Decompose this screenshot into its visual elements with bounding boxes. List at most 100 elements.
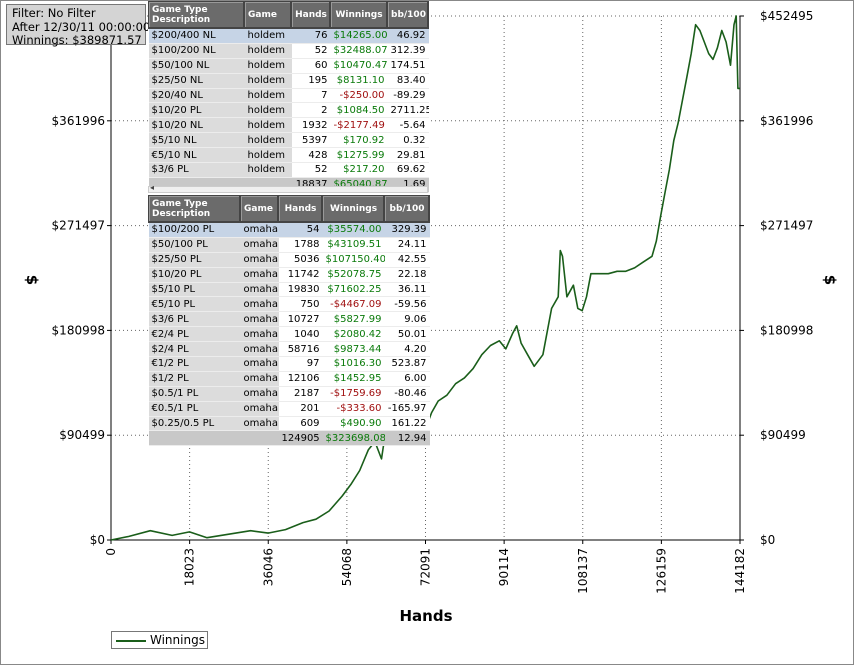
filter-info-box: Filter: No Filter After 12/30/11 00:00:0… (6, 4, 151, 47)
table-cell: 201 (278, 401, 323, 417)
scroll-left-icon[interactable]: ◂ (150, 183, 155, 192)
column-header[interactable]: Game Type Description (148, 1, 245, 29)
table-row[interactable]: €1/2 PL omaha 97 $1016.30 523.87 (148, 356, 430, 372)
table-row[interactable]: $100/200 PL omaha 54 $35574.00 329.39 (148, 222, 430, 238)
y-tick-label-left: $90499 (59, 428, 105, 442)
table-cell: 24.11 (384, 237, 430, 253)
table-cell: omaha (240, 341, 279, 358)
table-cell: 97 (278, 356, 323, 372)
table-cell: $2080.42 (322, 326, 385, 343)
table-row[interactable]: $5/10 PL omaha 19830 $71602.25 36.11 (148, 282, 430, 298)
table-cell: $100/200 PL (148, 222, 241, 238)
table-cell: $3/6 PL (148, 311, 241, 328)
table-totals-row[interactable]: 124905 $323698.08 12.94 (148, 430, 430, 447)
y-tick-label-right: $271497 (760, 219, 813, 233)
table-row[interactable]: $3/6 PL holdem 52 $217.20 69.62 (148, 162, 429, 178)
table-row[interactable]: $10/20 NL holdem 1932 -$2177.49 -5.64 (148, 117, 429, 134)
table-cell: $2/4 PL (148, 341, 241, 358)
table-cell: $10/20 PL (148, 267, 241, 283)
column-header[interactable]: bb/100 (387, 1, 429, 29)
table-cell: holdem (244, 28, 292, 44)
table-row[interactable]: $0.25/0.5 PL omaha 609 $490.90 161.22 (148, 416, 430, 432)
column-header[interactable]: Hands (278, 195, 323, 223)
legend-label: Winnings (150, 633, 205, 647)
table-cell: 5036 (278, 252, 323, 268)
table-row[interactable]: $2/4 PL omaha 58716 $9873.44 4.20 (148, 341, 430, 358)
y-tick-label-left: $0 (90, 533, 105, 547)
table-cell: $25/50 PL (148, 252, 241, 268)
table-cell: 50.01 (384, 326, 430, 343)
holdem-table-scrollbar[interactable]: ◂ (148, 183, 428, 193)
table-cell (240, 430, 279, 447)
table-row[interactable]: $10/20 PL holdem 2 $1084.50 2711.25 (148, 102, 429, 119)
winnings-summary-line: Winnings: $389871.57 (12, 33, 142, 47)
table-cell: 523.87 (384, 356, 430, 372)
table-cell: $8131.10 (330, 73, 388, 89)
table-cell: 76 (291, 28, 331, 44)
table-row[interactable]: €2/4 PL omaha 1040 $2080.42 50.01 (148, 326, 430, 343)
table-cell: holdem (244, 117, 292, 134)
table-cell: 12106 (278, 371, 323, 387)
table-cell: $10/20 PL (148, 102, 245, 119)
table-cell: 312.39 (387, 43, 429, 59)
x-tick-label: 72091 (419, 548, 433, 586)
column-header[interactable]: Winnings (322, 195, 385, 223)
y-tick-labels-right: $0 $90499 $180998 $271497 $361996 $452495 (760, 9, 813, 547)
table-cell: $1016.30 (322, 356, 385, 372)
winnings-line (110, 15, 740, 541)
table-cell: holdem (244, 102, 292, 119)
table-row[interactable]: $1/2 PL omaha 12106 $1452.95 6.00 (148, 371, 430, 387)
table-row[interactable]: $5/10 NL holdem 5397 $170.92 0.32 (148, 132, 429, 149)
table-cell: €1/2 PL (148, 356, 241, 372)
column-header[interactable]: Winnings (330, 1, 388, 29)
table-cell: 36.11 (384, 282, 430, 298)
table-cell: $50/100 PL (148, 237, 241, 253)
x-tick-labels: 0 18023 36046 54068 72091 90114 108137 126159 14… (104, 548, 747, 594)
axes (107, 15, 744, 544)
table-cell: -$1759.69 (322, 386, 385, 402)
table-cell: 42.55 (384, 252, 430, 268)
table-cell: holdem (244, 73, 292, 89)
table-row[interactable]: $10/20 PL omaha 11742 $52078.75 22.18 (148, 267, 430, 283)
y-tick-label-left: $271497 (52, 219, 105, 233)
table-cell: 750 (278, 296, 323, 313)
table-cell: 609 (278, 416, 323, 432)
table-cell: $490.90 (322, 416, 385, 432)
date-filter-line: After 12/30/11 00:00:00 (12, 19, 151, 34)
table-row[interactable]: €5/10 NL holdem 428 $1275.99 29.81 (148, 147, 429, 164)
table-cell: €5/10 NL (148, 147, 245, 164)
table-row[interactable]: $50/100 NL holdem 60 $10470.47 174.51 (148, 58, 429, 74)
table-cell: holdem (244, 147, 292, 164)
table-row[interactable]: $0.5/1 PL omaha 2187 -$1759.69 -80.46 (148, 386, 430, 402)
table-cell (148, 430, 241, 447)
table-cell: 6.00 (384, 371, 430, 387)
y-tick-label-right: $0 (760, 533, 775, 547)
table-row[interactable]: $25/50 PL omaha 5036 $107150.40 42.55 (148, 252, 430, 268)
table-cell: $5/10 NL (148, 132, 245, 149)
table-cell: $5/10 PL (148, 282, 241, 298)
column-header[interactable]: bb/100 (384, 195, 430, 223)
table-row[interactable]: $50/100 PL omaha 1788 $43109.51 24.11 (148, 237, 430, 253)
table-cell: -80.46 (384, 386, 430, 402)
table-cell: omaha (240, 401, 279, 417)
table-cell: 4.20 (384, 341, 430, 358)
y-tick-label-right: $452495 (760, 9, 813, 23)
x-tick-label: 108137 (576, 548, 590, 594)
table-cell: omaha (240, 386, 279, 402)
x-tick-label: 18023 (183, 548, 197, 586)
table-row[interactable]: €5/10 PL omaha 750 -$4467.09 -59.56 (148, 296, 430, 313)
table-row[interactable]: $200/400 NL holdem 76 $14265.00 46.92 (148, 28, 429, 44)
column-header[interactable]: Game (244, 1, 292, 29)
column-header[interactable]: Hands (291, 1, 331, 29)
table-row[interactable]: $100/200 NL holdem 52 $32488.07 312.39 (148, 43, 429, 59)
table-row[interactable]: €0.5/1 PL omaha 201 -$333.60 -165.97 (148, 401, 430, 417)
table-row[interactable]: $25/50 NL holdem 195 $8131.10 83.40 (148, 73, 429, 89)
table-row[interactable]: $20/40 NL holdem 7 -$250.00 -89.29 (148, 88, 429, 104)
table-row[interactable]: $3/6 PL omaha 10727 $5827.99 9.06 (148, 311, 430, 328)
table-cell: 2 (291, 102, 331, 119)
x-axis-title: Hands (399, 607, 452, 625)
column-header[interactable]: Game Type Description (148, 195, 241, 223)
table-cell: $14265.00 (330, 28, 388, 44)
holdem-stats-table: Game Type Description Game Hands Winnings bb… (148, 1, 429, 193)
column-header[interactable]: Game (240, 195, 279, 223)
